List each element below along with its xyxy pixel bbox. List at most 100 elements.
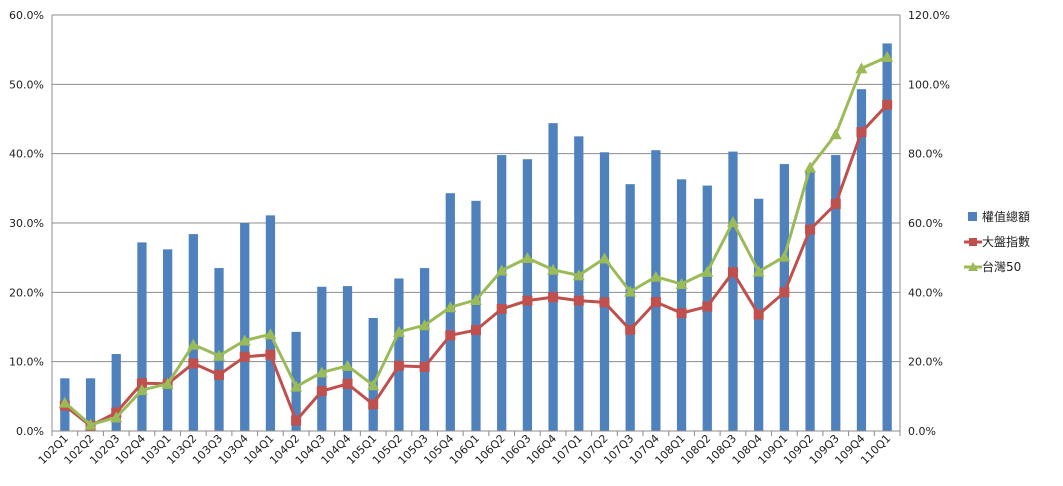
line-series-group (58, 50, 894, 431)
bar (676, 179, 687, 431)
data-point (855, 62, 868, 74)
legend-label: 大盤指數 (982, 234, 1030, 249)
data-point (599, 297, 610, 308)
data-point (214, 369, 225, 380)
data-point (471, 325, 481, 336)
data-point (675, 278, 688, 290)
data-point (547, 263, 560, 275)
data-point (188, 358, 199, 369)
data-point (829, 128, 842, 140)
data-point (291, 415, 302, 426)
data-point (135, 384, 148, 396)
data-point (393, 360, 404, 371)
data-point (136, 378, 147, 389)
data-point (676, 308, 687, 319)
bar (651, 150, 661, 431)
data-point (548, 292, 559, 303)
data-point (445, 330, 456, 341)
bar (522, 159, 533, 432)
bar (368, 317, 378, 431)
data-point (572, 269, 585, 281)
data-point (778, 250, 791, 262)
data-point (521, 252, 534, 264)
y-right-tick-label: 100.0% (908, 78, 950, 91)
y-right-tick-label: 60.0% (908, 217, 943, 230)
data-point (624, 285, 637, 297)
bar (805, 170, 815, 431)
bar (779, 164, 789, 432)
y-right-tick-label: 0.0% (908, 425, 936, 438)
data-point (316, 386, 327, 397)
data-point (392, 325, 405, 337)
data-point (418, 319, 431, 331)
bar-series-group (60, 43, 892, 432)
bar (265, 215, 276, 431)
data-point (881, 50, 894, 62)
y-right-tick-label: 20.0% (908, 356, 943, 369)
data-point (882, 99, 893, 110)
data-point (213, 349, 226, 361)
data-point (341, 359, 354, 371)
bar (111, 354, 121, 431)
bar (856, 89, 867, 431)
y-left-tick-label: 0.0% (16, 425, 44, 438)
data-point (161, 377, 174, 389)
data-point (419, 361, 430, 372)
data-point (830, 198, 841, 209)
y-left-tick-label: 60.0% (9, 9, 44, 22)
data-point (727, 267, 738, 278)
y-left-tick-label: 40.0% (9, 148, 44, 161)
bar (188, 234, 198, 431)
legend-label: 權值總額 (982, 209, 1030, 224)
data-point (58, 396, 71, 408)
data-point (110, 411, 123, 423)
data-point (367, 379, 380, 391)
data-point (265, 349, 276, 360)
y-left-tick-label: 10.0% (9, 356, 44, 369)
data-point (84, 418, 97, 430)
data-point (701, 265, 714, 277)
data-point (238, 334, 251, 346)
bar (394, 278, 404, 431)
data-point (342, 378, 353, 389)
data-point (650, 297, 661, 308)
y-right-tick-label: 120.0% (908, 9, 950, 22)
data-point (598, 252, 611, 264)
data-point (290, 380, 303, 392)
bar (471, 200, 481, 431)
legend-label: 台灣50 (982, 259, 1021, 274)
bar (85, 378, 96, 431)
bar (214, 268, 224, 431)
bar (548, 123, 558, 431)
data-point (470, 293, 482, 305)
data-point (702, 301, 713, 312)
data-point (239, 351, 250, 362)
bar (163, 249, 173, 431)
bar (342, 286, 353, 431)
y-left-tick-label: 50.0% (9, 78, 44, 91)
data-point (625, 324, 636, 335)
y-left-tick-label: 20.0% (9, 286, 44, 299)
bar (574, 136, 584, 432)
data-point (444, 301, 457, 313)
data-point (726, 215, 739, 227)
data-point (315, 366, 328, 378)
data-point (779, 287, 790, 298)
data-point (805, 224, 816, 235)
data-point (753, 309, 764, 320)
legend-marker (968, 262, 978, 271)
bar (317, 286, 327, 431)
data-point (573, 295, 584, 306)
data-point (496, 303, 507, 314)
data-point (495, 264, 508, 276)
data-point (187, 338, 200, 350)
bar (599, 152, 610, 431)
y-right-tick-label: 40.0% (908, 286, 943, 299)
bar (831, 155, 841, 431)
bar (625, 184, 635, 431)
bar (497, 155, 507, 431)
bar (882, 43, 892, 431)
bar (419, 268, 430, 431)
